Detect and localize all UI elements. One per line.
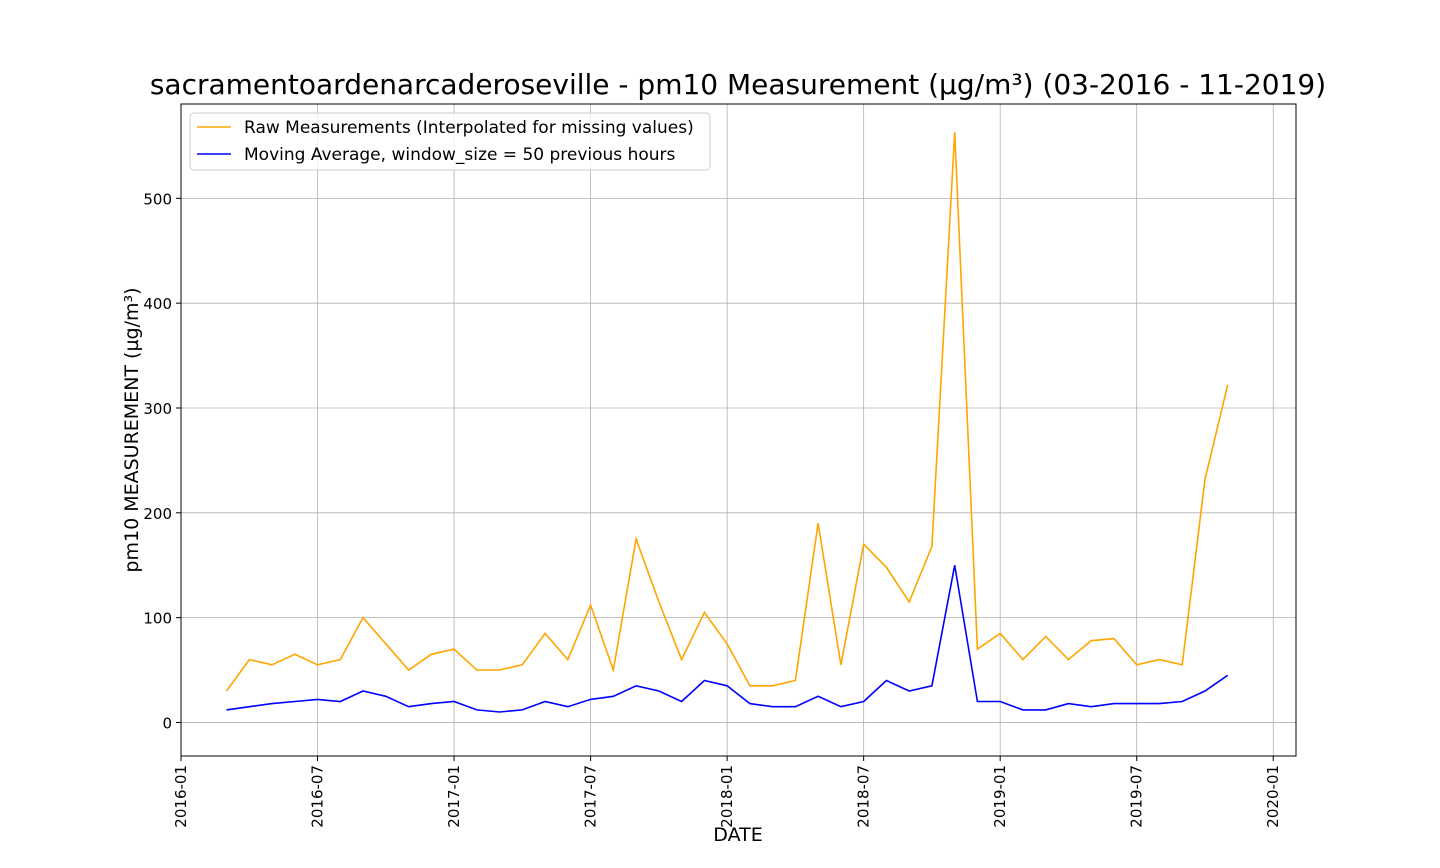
x-tick-label: 2019-07 (1128, 765, 1146, 828)
x-tick-label: 2016-01 (172, 765, 190, 828)
legend-box (189, 112, 711, 171)
series-line (225, 132, 1229, 692)
y-tick-label: 100 (143, 610, 172, 628)
legend: Raw Measurements (Interpolated for missi… (189, 112, 711, 171)
legend-label: Moving Average, window_size = 50 previou… (244, 145, 676, 165)
series-line (226, 565, 1229, 713)
y-tick-label: 300 (143, 400, 172, 418)
x-tick-label: 2019-01 (991, 765, 1009, 828)
y-axis-label: pm10 MEASUREMENT (µg/m³) (121, 287, 143, 572)
x-axis-label: DATE (713, 824, 762, 846)
y-tick-label: 500 (143, 190, 172, 208)
plot-frame (180, 103, 1297, 757)
chart-title: sacramentoardenarcaderoseville - pm10 Me… (150, 68, 1326, 101)
legend-label: Raw Measurements (Interpolated for missi… (244, 118, 694, 138)
x-tick-label: 2016-07 (309, 765, 327, 828)
y-tick-label: 0 (162, 714, 172, 732)
x-tick-label: 2018-07 (855, 765, 873, 828)
x-tick-label: 2018-01 (718, 765, 736, 828)
y-tick-label: 200 (143, 505, 172, 523)
x-tick-label: 2020-01 (1264, 765, 1282, 828)
x-tick-label: 2017-01 (445, 765, 463, 828)
y-tick-label: 400 (143, 295, 172, 313)
x-tick-label: 2017-07 (582, 765, 600, 828)
